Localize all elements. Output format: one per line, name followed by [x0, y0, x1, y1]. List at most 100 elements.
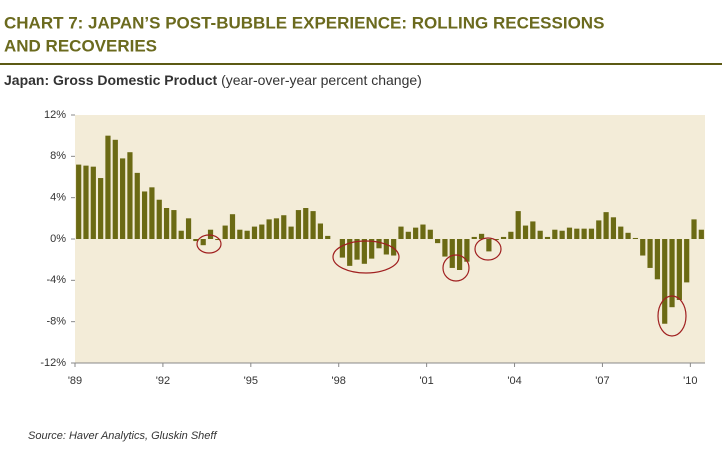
bar [413, 227, 419, 239]
bar [435, 239, 441, 244]
bar [574, 228, 580, 239]
bar [229, 214, 236, 239]
x-tick-label: '95 [244, 375, 258, 387]
bar [339, 239, 345, 258]
y-tick-label: -4% [46, 274, 66, 286]
bar [317, 223, 324, 239]
bar [120, 158, 126, 239]
bar [464, 239, 470, 262]
bar [420, 224, 426, 239]
bar [442, 239, 448, 257]
bar [493, 239, 499, 241]
bar [537, 230, 543, 239]
bar [105, 135, 111, 239]
bar [325, 235, 331, 239]
bar [559, 230, 565, 239]
bar [200, 239, 206, 246]
bar [90, 166, 96, 239]
bar [654, 239, 660, 280]
bar [544, 236, 551, 239]
bar [303, 208, 309, 239]
x-tick-label: '07 [595, 375, 609, 387]
annotations [196, 234, 687, 337]
bar [640, 239, 646, 256]
bar [610, 217, 617, 239]
bar [684, 239, 690, 283]
bar [76, 164, 82, 239]
bar [618, 226, 624, 239]
y-tick-label: 4% [50, 192, 66, 204]
bar [185, 218, 192, 239]
bar [376, 239, 382, 249]
bar [369, 239, 375, 259]
bar [83, 165, 89, 239]
bar [178, 230, 184, 239]
chart-title: CHART 7: JAPAN’S POST-BUBBLE EXPERIENCE:… [4, 13, 604, 32]
bar [508, 231, 514, 239]
bar [398, 226, 404, 239]
plot-area [75, 115, 705, 363]
bar [207, 229, 214, 239]
bar [141, 191, 148, 239]
annotation-circle [442, 254, 470, 282]
bar [427, 229, 433, 239]
bar [266, 219, 272, 239]
bar [222, 225, 228, 239]
subtitle-rest: (year-over-year percent change) [221, 72, 422, 88]
bar [347, 239, 353, 266]
bar [449, 239, 455, 268]
bar [632, 237, 639, 239]
bar [522, 225, 529, 239]
bar [134, 172, 140, 239]
bar [405, 231, 411, 239]
bar [588, 228, 595, 239]
bar [251, 226, 258, 239]
bar [456, 239, 463, 270]
y-tick-label: 12% [44, 109, 66, 121]
bar [391, 239, 397, 256]
bar [647, 239, 653, 268]
bar [295, 210, 302, 239]
bar [171, 210, 177, 239]
bar [98, 178, 104, 239]
bar [215, 239, 221, 241]
bar [603, 212, 609, 239]
bar [193, 239, 199, 242]
y-tick-label: 0% [50, 233, 66, 245]
source: Source: Haver Analytics, Gluskin Sheff [28, 430, 217, 442]
bar [259, 224, 265, 239]
bar [478, 233, 485, 239]
bar [698, 229, 704, 239]
bar [127, 152, 133, 239]
bar [112, 139, 118, 239]
bar [500, 236, 507, 239]
annotation-circle [332, 240, 400, 274]
bar [383, 239, 389, 255]
bar [163, 208, 170, 239]
annotation-circle [657, 295, 687, 337]
x-tick-label: '92 [156, 375, 170, 387]
subtitle-bold: Japan: Gross Domestic Product [4, 72, 218, 88]
bar [471, 236, 477, 239]
x-tick-label: '01 [419, 375, 433, 387]
bar [530, 221, 536, 239]
bar [596, 220, 602, 239]
chart-title: AND RECOVERIES [4, 36, 157, 55]
bar [552, 229, 558, 239]
bar [486, 239, 492, 252]
bar [691, 219, 697, 239]
x-tick-label: '89 [68, 375, 82, 387]
bar [354, 239, 360, 260]
bar [244, 230, 250, 239]
bar [310, 211, 316, 239]
x-tick-label: '98 [332, 375, 346, 387]
y-tick-label: 8% [50, 150, 66, 162]
bar [288, 226, 294, 239]
chart-subtitle: Japan: Gross Domestic Product (year-over… [4, 72, 422, 88]
annotation-circle [474, 237, 502, 261]
bar [281, 215, 287, 239]
y-tick-label: -8% [46, 316, 66, 328]
y-tick-label: -12% [40, 357, 66, 369]
bar [669, 239, 675, 308]
